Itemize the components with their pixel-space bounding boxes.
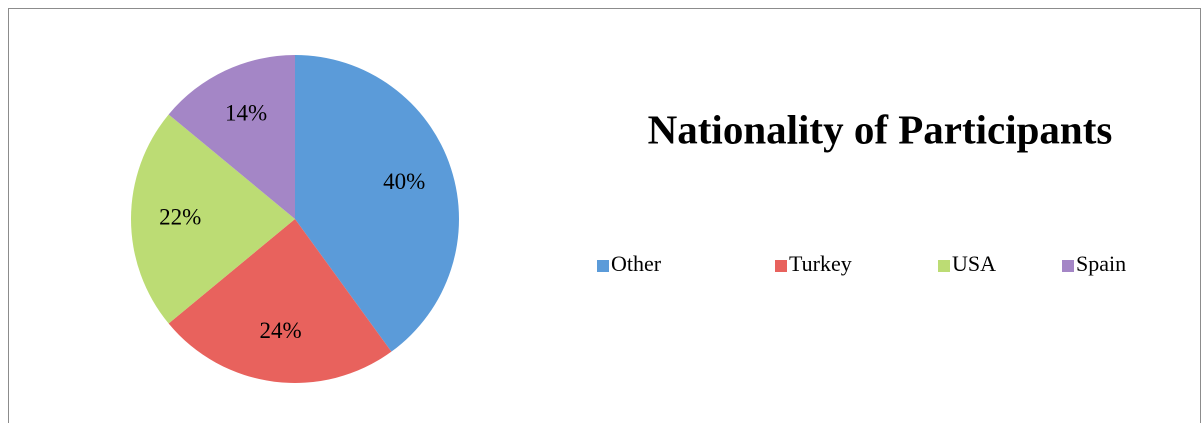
legend-swatch bbox=[597, 260, 609, 272]
legend-swatch bbox=[775, 260, 787, 272]
pie-slice bbox=[295, 55, 459, 352]
legend-swatch bbox=[1062, 260, 1074, 272]
legend-label: USA bbox=[952, 251, 996, 276]
slice-label: 40% bbox=[383, 169, 425, 194]
pie-slice bbox=[168, 219, 392, 383]
chart-title: Nationality of Participants bbox=[648, 106, 1113, 152]
legend-label: Spain bbox=[1076, 251, 1126, 276]
slice-label: 24% bbox=[260, 318, 302, 343]
pie-slice bbox=[168, 54, 295, 219]
pie-slice bbox=[130, 114, 295, 324]
legend-label: Turkey bbox=[789, 251, 852, 276]
slice-label: 22% bbox=[159, 204, 201, 229]
legend-label: Other bbox=[611, 251, 662, 276]
legend-swatch bbox=[938, 260, 950, 272]
slice-label: 14% bbox=[225, 100, 267, 125]
